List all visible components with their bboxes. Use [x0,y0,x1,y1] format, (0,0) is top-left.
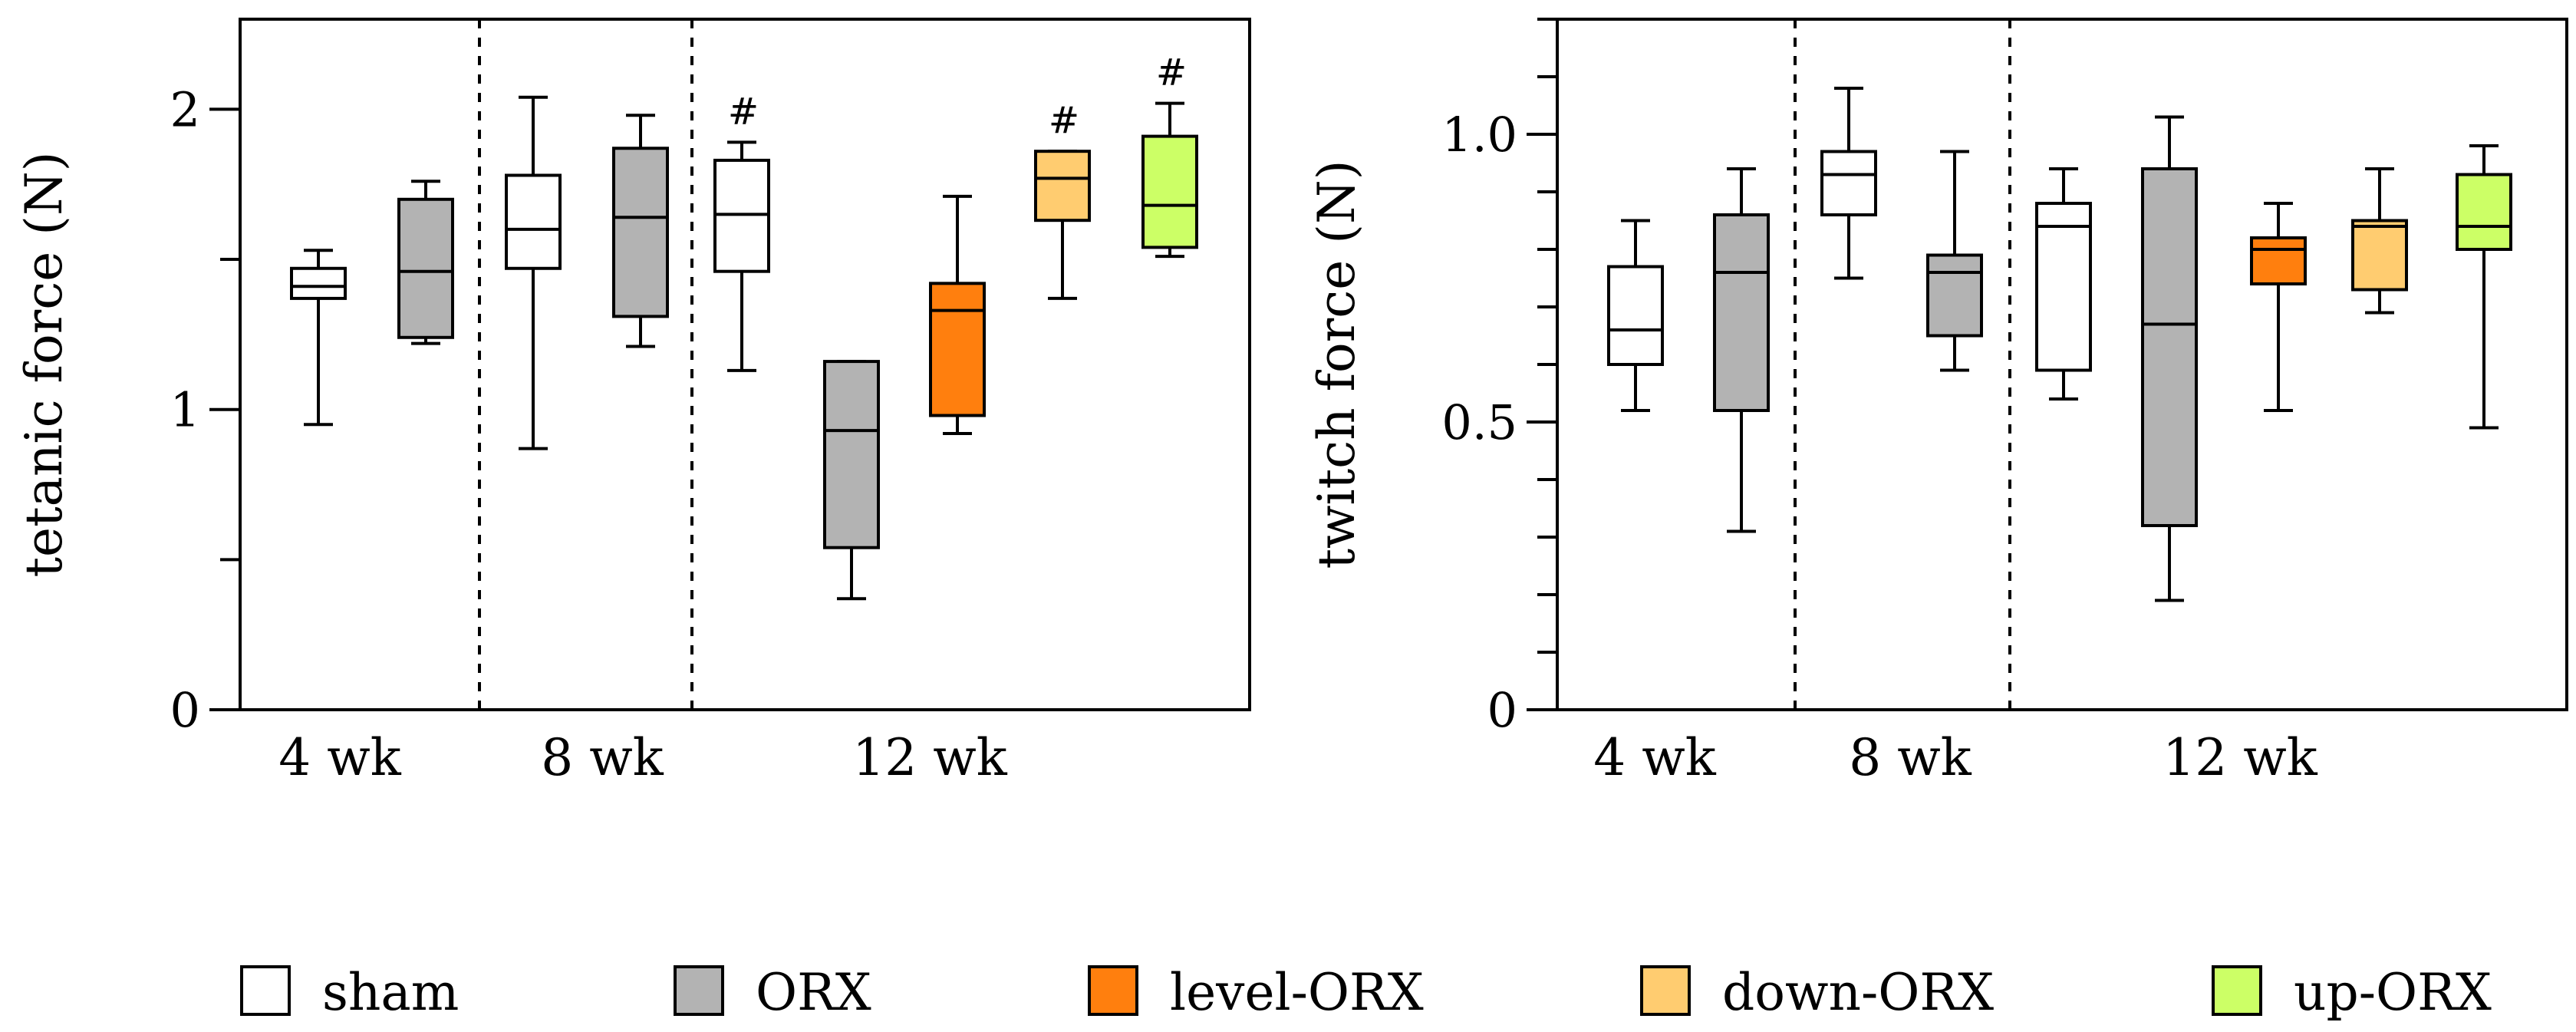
y-tick-label: 1.0 [1441,107,1517,163]
legend-label: level-ORX [1170,963,1424,1022]
box-iqr [505,173,562,270]
box-ORX-12wk [2141,115,2198,602]
significance-mark: # [728,90,759,133]
plot-frame [239,18,1251,711]
box-sham-12wk: # [713,90,770,372]
box-ORX-4wk [397,180,454,345]
y-tick-label: 2 [170,81,200,137]
x-group-label: 8 wk [1849,728,1972,787]
legend: sham ORX level-ORX down-ORX up-ORX [240,963,2492,1022]
box-iqr [1607,265,1664,366]
legend-label: ORX [756,963,871,1022]
box-sham-4wk [290,249,347,427]
box-iqr [1141,134,1198,249]
box-sham-12wk [2035,167,2092,401]
box-sham-8wk [1820,87,1877,280]
legend-item-down-ORX: down-ORX [1640,963,1994,1022]
significance-mark: # [1049,99,1079,142]
box-iqr [290,266,347,300]
box-ORX-8wk [612,114,669,348]
chart-panels: 0 1 2 tetanic force (N) 4 wk 8 wk 12 wk # # #0 0.5… [15,18,2568,787]
box-down-ORX-12wk [2351,167,2408,315]
box-iqr [929,282,986,417]
box-sham-4wk [1607,219,1664,412]
legend-label: sham [322,963,459,1022]
y-tick-label: 0 [1487,682,1517,738]
box-iqr [1034,150,1091,223]
legend-label: down-ORX [1722,963,1994,1022]
box-up-ORX-12wk: # [1141,51,1198,259]
box-ORX-4wk [1713,167,1770,533]
box-iqr [2035,202,2092,372]
legend-swatch [2212,965,2262,1016]
chart-panel-1: 0 1 2 tetanic force (N) 4 wk 8 wk 12 wk # # # [15,18,1251,787]
legend-swatch [1088,965,1138,1016]
box-iqr [2456,173,2512,251]
y-axis-title: tetanic force (N) [15,152,74,578]
box-ORX-8wk [1926,150,1983,372]
legend-item-ORX: ORX [674,963,871,1022]
y-tick-label: 0 [170,682,200,738]
box-iqr [2250,236,2307,285]
box-iqr [2351,219,2408,292]
x-group-label: 12 wk [2163,728,2317,787]
legend-item-sham: sham [240,963,459,1022]
box-ORX-12wk [823,360,880,601]
significance-mark: # [1156,51,1187,94]
y-axis-title: twitch force (N) [1307,160,1366,569]
chart-panel-2: 0 0.5 1.0 twitch force (N) 4 wk 8 wk 12 wk [1307,18,2568,787]
legend-swatch [1640,965,1691,1016]
x-group-label: 4 wk [278,728,401,787]
box-sham-8wk [505,95,562,450]
legend-swatch [240,965,291,1016]
legend-item-up-ORX: up-ORX [2212,963,2492,1022]
box-iqr [1713,213,1770,412]
box-iqr [2141,167,2198,527]
box-level-ORX-12wk [929,194,986,435]
y-tick-label: 0.5 [1441,394,1517,450]
box-iqr [1820,150,1877,216]
y-tick-label: 1 [170,382,200,438]
box-iqr [1926,253,1983,338]
x-group-label: 8 wk [541,728,664,787]
box-iqr [823,360,880,549]
legend-item-level-ORX: level-ORX [1088,963,1424,1022]
x-group-label: 12 wk [852,728,1007,787]
legend-swatch [674,965,724,1016]
box-iqr [397,197,454,339]
box-iqr [612,147,669,318]
box-level-ORX-12wk [2250,202,2307,412]
box-down-ORX-12wk: # [1034,99,1091,300]
box-up-ORX-12wk [2456,144,2512,430]
x-group-label: 4 wk [1593,728,1716,787]
legend-label: up-ORX [2294,963,2492,1022]
